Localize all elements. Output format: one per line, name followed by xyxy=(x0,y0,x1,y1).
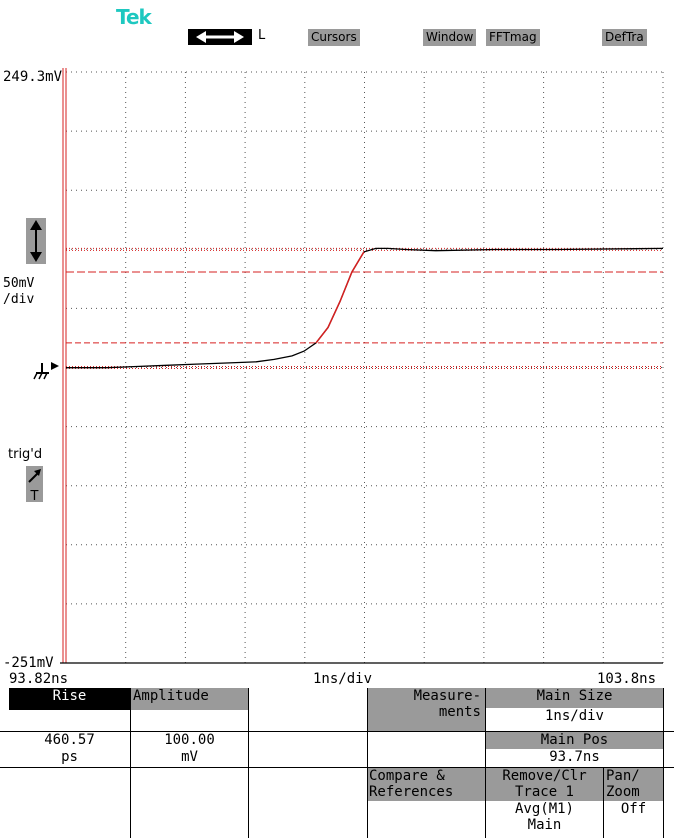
waveform-trace xyxy=(66,247,664,369)
y-top-label: 249.3mV xyxy=(3,69,63,85)
rise-header[interactable]: Rise xyxy=(9,688,131,710)
amplitude-value: 100.00 xyxy=(131,732,249,749)
measurement-panel: Rise 460.57 ps Amplitude 100.00 mV Measu… xyxy=(0,688,674,838)
graticule-grid xyxy=(65,71,664,664)
volts-per-div-value: 50mV xyxy=(3,276,35,291)
empty-cell-4 xyxy=(368,732,486,767)
remove-label-line1: Remove/Clr xyxy=(502,768,587,784)
y-bottom-label: -251mV xyxy=(3,655,54,671)
empty-cell-4b xyxy=(368,801,486,838)
measurements-label-line2: ments xyxy=(438,704,481,720)
remove-clear-button[interactable]: Remove/Clr Trace 1 xyxy=(486,768,604,801)
deftra-button[interactable]: DefTra xyxy=(602,29,647,46)
empty-cell-1 xyxy=(9,768,131,838)
ground-icon xyxy=(33,362,59,380)
amplitude-unit: mV xyxy=(131,749,249,767)
empty-header-fill-2 xyxy=(131,710,249,731)
empty-cell-2 xyxy=(131,768,249,838)
empty-header-fill-1 xyxy=(9,710,131,731)
horizontal-arrow-icon[interactable] xyxy=(188,29,252,45)
measurements-button[interactable]: Measure- ments xyxy=(368,688,486,731)
rise-value: 460.57 xyxy=(9,732,131,749)
amplitude-header[interactable]: Amplitude xyxy=(131,688,249,710)
cursors-button[interactable]: Cursors xyxy=(308,29,360,46)
reference-lines xyxy=(66,247,663,369)
pan-zoom-value[interactable]: Off xyxy=(604,801,664,838)
remove-label-line2: Trace 1 xyxy=(514,784,574,800)
x-start-label: 93.82ns xyxy=(9,671,69,687)
trigger-indicator[interactable]: T xyxy=(26,466,43,504)
compare-references-button[interactable]: Compare & References xyxy=(368,768,486,801)
measurements-label-line1: Measure- xyxy=(413,688,481,704)
trigger-t-label: T xyxy=(30,489,39,504)
main-pos-label[interactable]: Main Pos xyxy=(486,732,664,749)
compare-label-line2: References xyxy=(369,784,454,800)
scope-display[interactable] xyxy=(0,0,674,690)
trigger-status-label: trig'd xyxy=(8,447,43,462)
volts-per-div-unit: /div xyxy=(3,292,35,307)
trace-source-line2: Main xyxy=(527,817,562,833)
waveform-edge-highlight xyxy=(315,251,365,344)
vertical-adjust-icon[interactable] xyxy=(26,218,46,264)
trace-source-cell[interactable]: Avg(M1) Main xyxy=(486,801,604,838)
pan-zoom-button[interactable]: Pan/ Zoom xyxy=(604,768,664,801)
arrow-mode-label: L xyxy=(258,28,266,43)
compare-label-line1: Compare & xyxy=(369,768,445,784)
main-size-label[interactable]: Main Size xyxy=(486,688,664,708)
empty-column-3 xyxy=(249,688,368,838)
main-size-value[interactable]: 1ns/div xyxy=(486,708,664,731)
trace-source-line1: Avg(M1) xyxy=(514,801,574,817)
pan-zoom-line2: Zoom xyxy=(606,784,640,800)
x-end-label: 103.8ns xyxy=(597,671,657,687)
main-pos-value[interactable]: 93.7ns xyxy=(486,749,664,767)
tek-logo: Tek xyxy=(116,5,152,29)
time-per-div-label: 1ns/div xyxy=(313,671,373,687)
pan-zoom-line1: Pan/ xyxy=(606,768,640,784)
rise-unit: ps xyxy=(9,749,131,767)
window-button[interactable]: Window xyxy=(423,29,477,46)
fftmag-button[interactable]: FFTmag xyxy=(486,29,540,46)
